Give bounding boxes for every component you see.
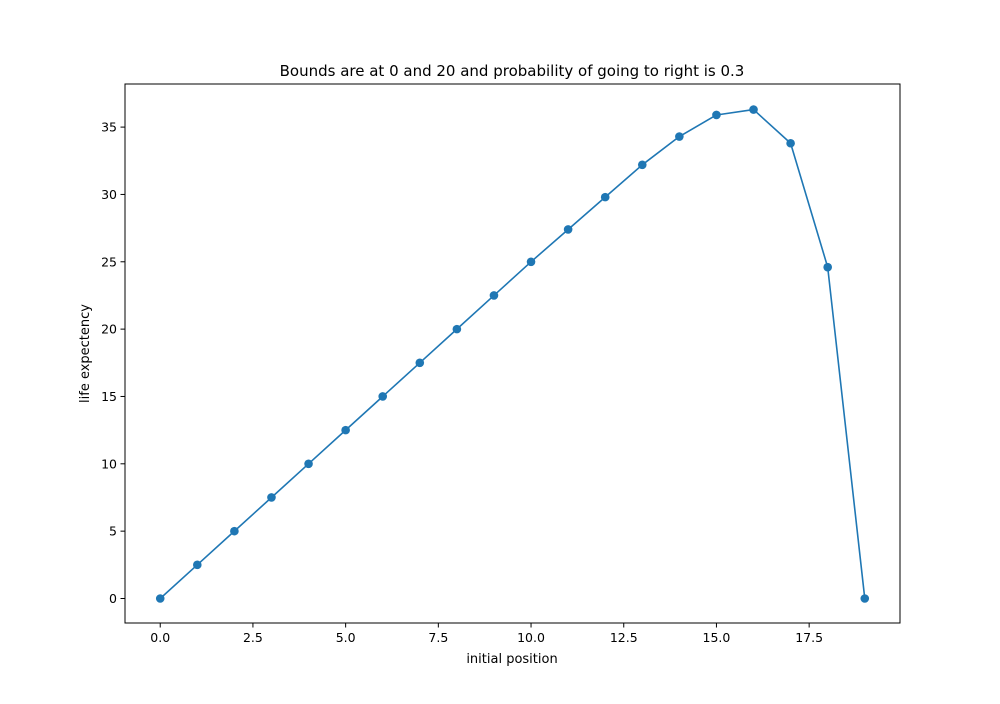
- y-axis-ticks: 0 5 10 15 20 25 30 35: [101, 120, 125, 606]
- chart-title: Bounds are at 0 and 20 and probability o…: [280, 62, 745, 80]
- x-tick-label: 0.0: [150, 630, 170, 645]
- x-axis-ticks: 0.0 2.5 5.0 7.5 10.0 12.5 15.0 17.5: [150, 623, 823, 645]
- data-point: [675, 132, 684, 141]
- data-point: [712, 110, 721, 120]
- data-point: [563, 225, 573, 234]
- y-tick-label: 5: [109, 524, 117, 539]
- data-point: [155, 594, 165, 603]
- x-tick-label: 7.5: [428, 630, 448, 645]
- x-tick-label: 17.5: [795, 630, 823, 645]
- plot-area: [125, 84, 900, 623]
- y-tick-label: 30: [101, 187, 117, 202]
- y-tick-label: 0: [109, 591, 117, 606]
- x-tick-label: 2.5: [243, 630, 263, 645]
- data-point: [378, 392, 388, 401]
- data-point: [415, 358, 425, 368]
- data-point: [526, 257, 536, 267]
- data-point: [193, 560, 202, 570]
- y-tick-label: 35: [101, 120, 117, 135]
- data-point: [786, 138, 795, 148]
- data-point: [341, 425, 350, 435]
- data-point: [600, 192, 610, 202]
- y-tick-label: 15: [101, 389, 117, 404]
- series-layer: [155, 105, 870, 603]
- y-tick-label: 10: [101, 456, 117, 471]
- data-point: [823, 262, 832, 272]
- x-tick-label: 10.0: [517, 630, 545, 645]
- x-tick-label: 12.5: [610, 630, 638, 645]
- y-axis-label: life expectency: [78, 304, 93, 403]
- x-tick-label: 5.0: [336, 630, 356, 645]
- y-tick-label: 20: [101, 322, 117, 337]
- data-point: [230, 526, 239, 536]
- data-point: [452, 324, 462, 334]
- plot-frame: [124, 83, 901, 624]
- series-line: [159, 108, 866, 600]
- x-tick-label: 15.0: [703, 630, 731, 645]
- data-point: [304, 459, 313, 469]
- data-point: [489, 291, 499, 300]
- data-point: [860, 594, 870, 603]
- data-point: [749, 105, 758, 114]
- x-axis-label: initial position: [466, 652, 557, 667]
- data-point: [637, 160, 647, 170]
- y-tick-label: 25: [101, 254, 117, 269]
- data-point: [267, 493, 276, 502]
